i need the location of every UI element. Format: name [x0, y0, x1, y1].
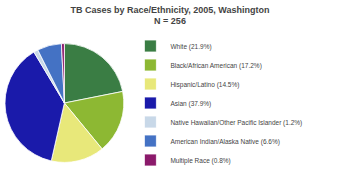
svg-text:Black/African American (17.2%): Black/African American (17.2%) [170, 62, 261, 70]
svg-text:TB Cases by Race/Ethnicity, 20: TB Cases by Race/Ethnicity, 2005, Washin… [70, 5, 269, 27]
svg-text:Asian (37.9%): Asian (37.9%) [170, 100, 211, 108]
svg-text:Hispanic/Latino (14.5%): Hispanic/Latino (14.5%) [170, 81, 239, 89]
svg-text:American Indian/Alaska Native: American Indian/Alaska Native (6.6%) [170, 138, 279, 146]
svg-text:White (21.9%): White (21.9%) [170, 43, 211, 51]
svg-text:Native Hawaiian/Other Pacific: Native Hawaiian/Other Pacific Islander (… [170, 119, 302, 127]
svg-text:Multiple Race (0.8%): Multiple Race (0.8%) [170, 157, 230, 165]
